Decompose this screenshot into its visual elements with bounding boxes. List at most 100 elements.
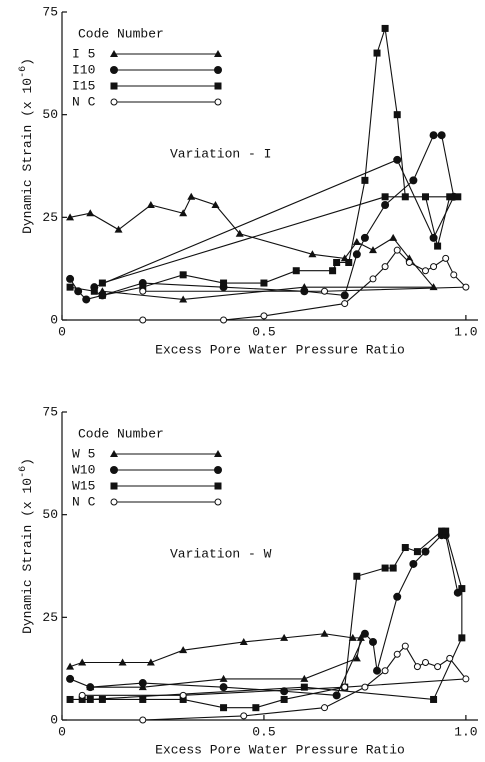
marker — [442, 254, 450, 262]
series-line — [69, 633, 362, 688]
marker — [369, 275, 377, 283]
marker — [393, 592, 402, 601]
marker — [446, 654, 454, 662]
marker — [329, 267, 337, 275]
marker — [219, 683, 228, 692]
marker — [389, 564, 397, 572]
marker — [110, 98, 118, 106]
marker — [446, 193, 454, 201]
marker — [179, 271, 187, 279]
y-tick-label: 0 — [50, 312, 58, 327]
legend-label: W 5 — [72, 446, 95, 461]
marker — [450, 271, 458, 279]
marker — [430, 695, 438, 703]
marker — [462, 283, 470, 291]
marker — [110, 466, 118, 474]
x-tick-label: 0.5 — [252, 724, 275, 739]
x-tick-label: 0 — [58, 324, 66, 339]
marker — [381, 564, 389, 572]
y-axis-label-exp: -6 — [18, 66, 29, 78]
annotation: Variation - W — [170, 546, 272, 561]
marker — [401, 642, 409, 650]
marker — [86, 695, 94, 703]
marker — [454, 193, 462, 201]
marker — [280, 695, 288, 703]
y-axis-label: Dynamic Strain (x 10-6) — [18, 58, 36, 234]
marker — [341, 683, 349, 691]
marker — [333, 259, 341, 267]
marker — [214, 98, 222, 106]
marker — [430, 263, 438, 271]
marker — [179, 646, 188, 654]
x-tick-label: 0.5 — [252, 324, 275, 339]
marker — [352, 237, 361, 245]
marker — [179, 695, 187, 703]
marker — [340, 291, 349, 300]
marker — [139, 283, 147, 291]
marker — [82, 295, 91, 304]
marker — [220, 704, 228, 712]
marker — [421, 659, 429, 667]
marker — [381, 193, 389, 201]
marker — [139, 716, 147, 724]
marker — [138, 679, 147, 688]
marker — [280, 687, 289, 696]
marker — [341, 300, 349, 308]
marker — [114, 225, 123, 233]
marker — [252, 704, 260, 712]
marker — [211, 201, 220, 209]
marker — [393, 155, 402, 164]
legend-label: N C — [72, 94, 96, 109]
marker — [360, 233, 369, 242]
marker — [110, 50, 118, 57]
marker — [110, 498, 118, 506]
marker — [438, 527, 446, 535]
marker — [360, 629, 369, 638]
marker — [146, 201, 155, 209]
marker — [139, 287, 147, 295]
y-tick-label: 50 — [42, 507, 58, 522]
marker — [321, 287, 329, 295]
marker — [458, 585, 466, 593]
marker — [368, 637, 377, 646]
marker — [239, 637, 248, 645]
series-line — [69, 196, 435, 301]
marker — [90, 287, 98, 295]
marker — [409, 176, 418, 185]
marker — [240, 712, 248, 720]
marker — [146, 658, 155, 666]
marker — [66, 213, 75, 221]
y-tick-label: 75 — [42, 404, 58, 419]
y-tick-label: 25 — [42, 210, 58, 225]
chart: 0 25 50 75 0 0.5 1.0 Excess Pore Water Pressure… — [18, 4, 478, 357]
marker — [214, 66, 222, 74]
marker — [421, 267, 429, 275]
legend-label: W10 — [72, 462, 95, 477]
marker — [110, 66, 118, 74]
annotation: Variation - I — [170, 146, 271, 161]
marker — [139, 695, 147, 703]
marker — [86, 209, 95, 217]
marker — [401, 544, 409, 552]
marker — [381, 263, 389, 271]
marker — [66, 274, 75, 283]
legend-title: Code Number — [78, 26, 164, 41]
marker — [98, 279, 106, 287]
x-tick-label: 1.0 — [454, 324, 477, 339]
marker — [308, 250, 317, 258]
y-axis-label-exp: -6 — [18, 466, 29, 478]
marker — [437, 131, 446, 140]
marker — [413, 663, 421, 671]
marker — [260, 279, 268, 287]
marker — [214, 50, 222, 57]
marker — [348, 633, 357, 641]
marker — [118, 658, 127, 666]
marker — [86, 683, 95, 692]
y-tick-label: 0 — [50, 712, 58, 727]
marker — [429, 131, 438, 140]
marker — [393, 246, 401, 254]
marker — [219, 674, 228, 682]
y-axis-label-text: Dynamic Strain (x 10 — [20, 478, 35, 634]
marker — [458, 634, 466, 642]
marker — [332, 691, 341, 700]
